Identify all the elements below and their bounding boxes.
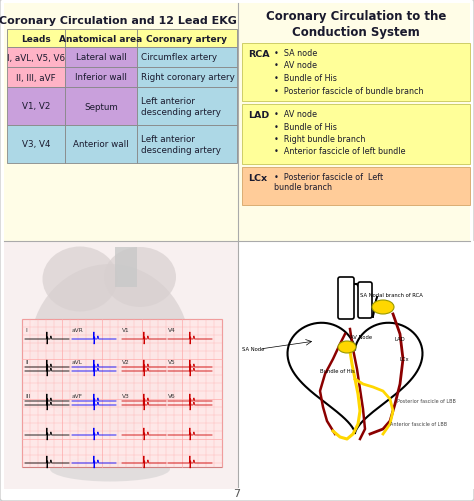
Bar xyxy=(137,68,237,88)
Bar xyxy=(7,30,65,48)
Text: V4: V4 xyxy=(168,327,176,332)
Text: Bundle of His: Bundle of His xyxy=(320,369,355,374)
Text: Coronary artery: Coronary artery xyxy=(146,35,228,44)
Bar xyxy=(137,126,237,164)
Text: RCA: RCA xyxy=(248,50,270,59)
Text: •  AV node: • AV node xyxy=(274,110,317,119)
Bar xyxy=(65,126,137,164)
Bar xyxy=(7,68,65,88)
Text: II: II xyxy=(25,359,28,364)
Ellipse shape xyxy=(30,265,190,434)
Text: Septum: Septum xyxy=(84,102,118,111)
Text: Leads: Leads xyxy=(21,35,51,44)
Bar xyxy=(65,48,137,68)
Text: aVF: aVF xyxy=(72,393,83,398)
Text: •  Right bundle branch: • Right bundle branch xyxy=(274,135,365,144)
Text: SA Node: SA Node xyxy=(242,347,264,352)
Text: Inferior wall: Inferior wall xyxy=(75,73,127,82)
Text: Left anterior
descending artery: Left anterior descending artery xyxy=(141,135,221,154)
Text: •  Bundle of His: • Bundle of His xyxy=(274,74,337,83)
Text: LAD: LAD xyxy=(395,337,406,342)
Text: V1, V2: V1, V2 xyxy=(22,102,50,111)
Text: V3, V4: V3, V4 xyxy=(22,140,50,149)
Text: V6: V6 xyxy=(168,393,176,398)
Text: AV Node: AV Node xyxy=(350,334,372,339)
Text: aVL: aVL xyxy=(72,359,83,364)
Bar xyxy=(242,44,470,102)
Text: Circumflex artery: Circumflex artery xyxy=(141,54,217,63)
Bar xyxy=(7,126,65,164)
Text: Anterior fascicle of LBB: Anterior fascicle of LBB xyxy=(390,422,447,427)
Text: III: III xyxy=(25,393,30,398)
Bar xyxy=(137,30,237,48)
Text: •  Posterior fascicle of bundle branch: • Posterior fascicle of bundle branch xyxy=(274,86,423,95)
Text: •  Bundle of His: • Bundle of His xyxy=(274,122,337,131)
Polygon shape xyxy=(288,323,422,433)
FancyBboxPatch shape xyxy=(358,283,372,318)
Bar xyxy=(137,88,237,126)
Text: LCx: LCx xyxy=(400,357,410,362)
Bar xyxy=(242,168,470,205)
Ellipse shape xyxy=(338,341,356,353)
Bar xyxy=(137,48,237,68)
Text: •  Posterior fascicle of  Left
bundle branch: • Posterior fascicle of Left bundle bran… xyxy=(274,173,383,192)
Ellipse shape xyxy=(104,247,176,308)
Text: •  SA node: • SA node xyxy=(274,49,317,58)
Text: •  Anterior fascicle of left bundle: • Anterior fascicle of left bundle xyxy=(274,147,405,156)
Text: V2: V2 xyxy=(122,359,130,364)
Text: Left anterior
descending artery: Left anterior descending artery xyxy=(141,97,221,116)
Text: II, III, aVF: II, III, aVF xyxy=(16,73,56,82)
Bar xyxy=(115,247,137,288)
Text: Anterior wall: Anterior wall xyxy=(73,140,129,149)
Bar xyxy=(4,4,470,241)
Bar xyxy=(238,241,474,489)
Text: LAD: LAD xyxy=(248,111,269,120)
Text: SA Nodal branch of RCA: SA Nodal branch of RCA xyxy=(360,293,423,298)
Bar xyxy=(242,105,470,165)
Bar xyxy=(4,241,238,489)
Ellipse shape xyxy=(372,301,394,314)
Text: Coronary Circulation to the
Conduction System: Coronary Circulation to the Conduction S… xyxy=(266,10,446,39)
Text: V3: V3 xyxy=(122,393,130,398)
Bar xyxy=(22,319,222,467)
Text: Coronary Circulation and 12 Lead EKG: Coronary Circulation and 12 Lead EKG xyxy=(0,16,237,26)
Text: I, aVL, V5, V6: I, aVL, V5, V6 xyxy=(7,54,65,63)
Text: V1: V1 xyxy=(122,327,129,332)
Ellipse shape xyxy=(50,456,170,481)
Text: aVR: aVR xyxy=(72,327,84,332)
Text: •  AV node: • AV node xyxy=(274,62,317,70)
Text: I: I xyxy=(25,327,27,332)
Bar xyxy=(7,48,65,68)
Text: V5: V5 xyxy=(168,359,176,364)
Text: 7: 7 xyxy=(233,488,241,498)
Bar xyxy=(65,30,137,48)
Text: Lateral wall: Lateral wall xyxy=(76,54,127,63)
Bar xyxy=(65,68,137,88)
Ellipse shape xyxy=(43,247,118,312)
Text: Right coronary artery: Right coronary artery xyxy=(141,73,235,82)
Text: Anatomical area: Anatomical area xyxy=(59,35,143,44)
Text: LCx: LCx xyxy=(248,174,267,183)
FancyBboxPatch shape xyxy=(338,278,354,319)
Text: Posterior fascicle of LBB: Posterior fascicle of LBB xyxy=(397,399,456,404)
Bar xyxy=(65,88,137,126)
Bar xyxy=(7,88,65,126)
